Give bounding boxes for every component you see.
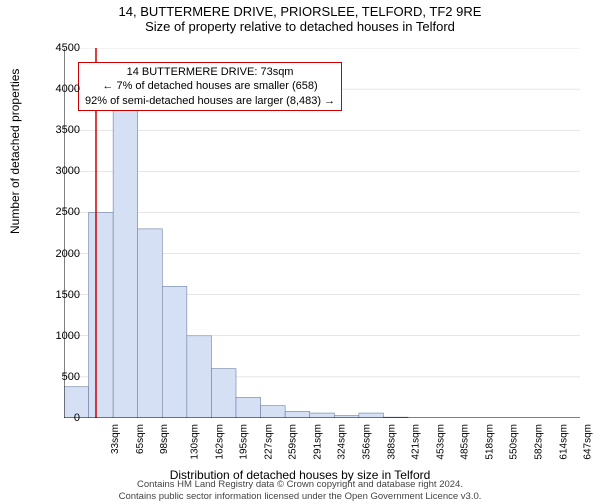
title-subtitle: Size of property relative to detached ho… [0,19,600,34]
x-tick-label: 65sqm [135,424,146,454]
annotation-line2: ← 7% of detached houses are smaller (658… [85,79,335,93]
footer: Contains HM Land Registry data © Crown c… [0,479,600,502]
x-tick-label: 582sqm [534,424,545,460]
x-tick-label: 33sqm [110,424,121,454]
title-address: 14, BUTTERMERE DRIVE, PRIORSLEE, TELFORD… [0,4,600,19]
x-tick-label: 98sqm [159,424,170,454]
y-tick-label: 3000 [44,165,80,177]
x-tick-label: 356sqm [362,424,373,460]
annotation-line3: 92% of semi-detached houses are larger (… [85,94,335,108]
y-tick-label: 4500 [44,42,80,54]
x-tick-label: 647sqm [583,424,594,460]
x-tick-label: 291sqm [312,424,323,460]
y-tick-label: 2500 [44,206,80,218]
footer-line1: Contains HM Land Registry data © Crown c… [0,479,600,490]
annotation-box: 14 BUTTERMERE DRIVE: 73sqm ← 7% of detac… [78,62,342,111]
x-tick-label: 388sqm [386,424,397,460]
x-tick-label: 227sqm [263,424,274,460]
y-tick-label: 3500 [44,124,80,136]
x-tick-label: 195sqm [239,424,250,460]
footer-line2: Contains public sector information licen… [0,491,600,502]
y-tick-label: 2000 [44,248,80,260]
x-tick-label: 421sqm [411,424,422,460]
x-tick-label: 518sqm [484,424,495,460]
x-tick-label: 259sqm [288,424,299,460]
y-tick-label: 500 [44,371,80,383]
x-tick-label: 453sqm [435,424,446,460]
histogram-chart: 14 BUTTERMERE DRIVE: 73sqm ← 7% of detac… [64,48,580,418]
x-tick-label: 485sqm [460,424,471,460]
x-tick-label: 614sqm [558,424,569,460]
x-tick-label: 324sqm [337,424,348,460]
y-tick-label: 0 [44,412,80,424]
annotation-line1: 14 BUTTERMERE DRIVE: 73sqm [85,65,335,79]
y-axis-label: Number of detached properties [8,69,22,234]
x-tick-label: 130sqm [190,424,201,460]
x-tick-label: 550sqm [509,424,520,460]
y-tick-label: 1000 [44,330,80,342]
y-tick-label: 4000 [44,83,80,95]
y-tick-label: 1500 [44,289,80,301]
x-tick-label: 162sqm [214,424,225,460]
